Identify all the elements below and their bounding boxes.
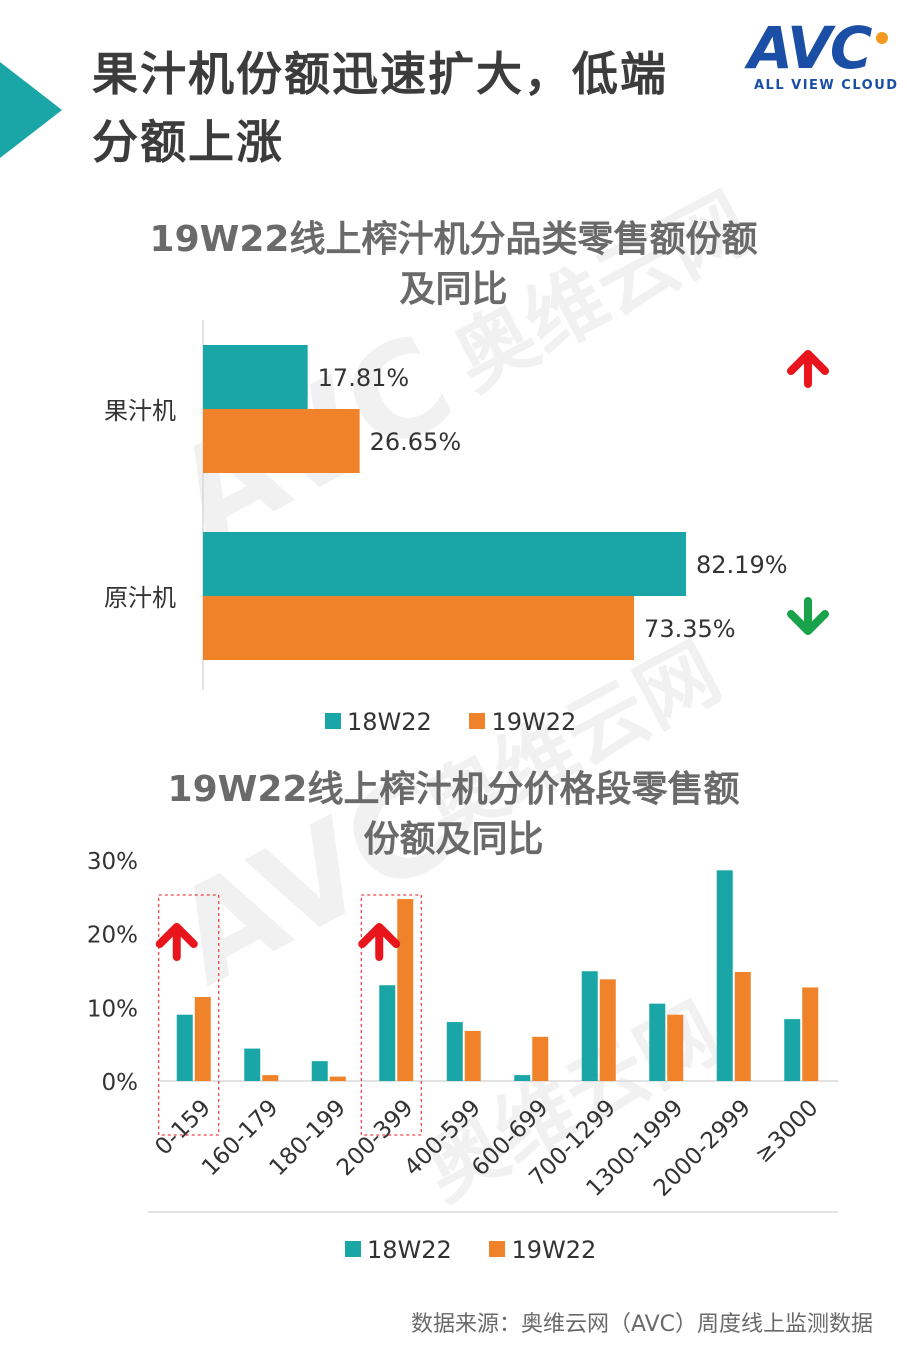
- bar-18w22-3: [379, 985, 396, 1081]
- chart2-title-line1: 19W22线上榨汁机分价格段零售额: [167, 769, 740, 810]
- page-title-line2: 分额上涨: [92, 115, 284, 169]
- bar-18w22-7: [649, 1003, 666, 1081]
- bar-18w22-1: [203, 532, 686, 596]
- chart2-title-line2: 份额及同比: [363, 819, 544, 860]
- legend-swatch-18w22: [325, 713, 341, 729]
- bar-18w22-2: [311, 1061, 328, 1081]
- y-tick-label: 0%: [102, 1070, 139, 1096]
- y-tick-label: 20%: [87, 923, 138, 949]
- chart1-title-line1: 19W22线上榨汁机分品类零售额份额: [149, 219, 758, 260]
- chart1-title-line2: 及同比: [399, 269, 508, 310]
- legend-label-18w22: 18W22: [367, 1236, 452, 1264]
- bar-19w22-3: [397, 899, 414, 1081]
- legend-item-18w22: 18W22: [345, 1236, 452, 1264]
- chart1-legend: 18W22 19W22: [325, 708, 606, 736]
- bar-19w22-1: [262, 1075, 279, 1081]
- legend-label-18w22: 18W22: [347, 708, 432, 736]
- highlight-box: [158, 894, 220, 1136]
- category-label: 果汁机: [104, 397, 176, 425]
- legend-swatch-18w22: [345, 1241, 361, 1257]
- avc-logo: AVC ALL VIEW CLOUD: [748, 18, 898, 98]
- bar-19w22-2: [329, 1076, 346, 1081]
- y-tick-label: 10%: [87, 996, 138, 1022]
- legend-item-19w22: 19W22: [489, 1236, 596, 1264]
- bar-19w22-1: [203, 596, 635, 660]
- trend-up-icon: [787, 350, 829, 388]
- bar-18w22-9: [784, 1019, 801, 1081]
- legend-label-19w22: 19W22: [511, 1236, 597, 1264]
- bar-19w22-8: [734, 971, 751, 1081]
- logo-dot-icon: [876, 32, 888, 44]
- trend-down-icon: [787, 597, 829, 635]
- legend-swatch-19w22: [489, 1241, 506, 1257]
- logo-subtitle: ALL VIEW CLOUD: [754, 78, 899, 93]
- bar-value-label: 17.81%: [318, 364, 410, 392]
- bar-value-label: 82.19%: [696, 551, 788, 579]
- bar-18w22-4: [446, 1022, 463, 1081]
- bar-19w22-7: [667, 1014, 684, 1081]
- y-tick-label: 30%: [87, 849, 138, 875]
- title-triangle-icon: [0, 62, 62, 158]
- bar-18w22-0: [203, 345, 308, 409]
- highlight-box: [360, 894, 422, 1136]
- bar-19w22-5: [532, 1036, 549, 1081]
- bar-18w22-5: [514, 1075, 531, 1081]
- bar-18w22-6: [581, 971, 598, 1081]
- legend-item-18w22: 18W22: [325, 708, 432, 736]
- page-title-line1: 果汁机份额迅速扩大，低端: [92, 47, 668, 101]
- bar-19w22-0: [203, 409, 360, 473]
- bar-19w22-4: [464, 1030, 481, 1081]
- bar-18w22-1: [244, 1048, 261, 1081]
- bar-19w22-9: [802, 987, 819, 1081]
- bar-value-label: 73.35%: [644, 615, 736, 643]
- x-tick-label: ≥3000: [750, 1095, 823, 1168]
- category-label: 原汁机: [104, 584, 176, 612]
- chart2-legend: 18W22 19W22: [345, 1236, 626, 1264]
- legend-label-19w22: 19W22: [491, 708, 577, 736]
- bar-value-label: 26.65%: [370, 428, 462, 456]
- bar-19w22-0: [194, 997, 211, 1081]
- price-segment-share-chart: 0%10%20%30%0-159160-179180-199200-399400…: [87, 849, 838, 1213]
- bar-18w22-0: [176, 1014, 193, 1081]
- x-tick-label: 0-159: [150, 1095, 216, 1161]
- legend-swatch-19w22: [469, 713, 486, 729]
- legend-item-19w22: 19W22: [469, 708, 576, 736]
- category-share-chart: 果汁机 17.81% 26.65% 原汁机 82.19% 73.35%: [104, 320, 829, 690]
- data-source-note: 数据来源：奥维云网（AVC）周度线上监测数据: [410, 1312, 873, 1337]
- bar-19w22-6: [599, 979, 616, 1081]
- logo-text: AVC: [748, 14, 872, 82]
- bar-18w22-8: [716, 870, 733, 1081]
- trend-up-icon: [155, 923, 198, 961]
- trend-up-icon: [358, 923, 401, 961]
